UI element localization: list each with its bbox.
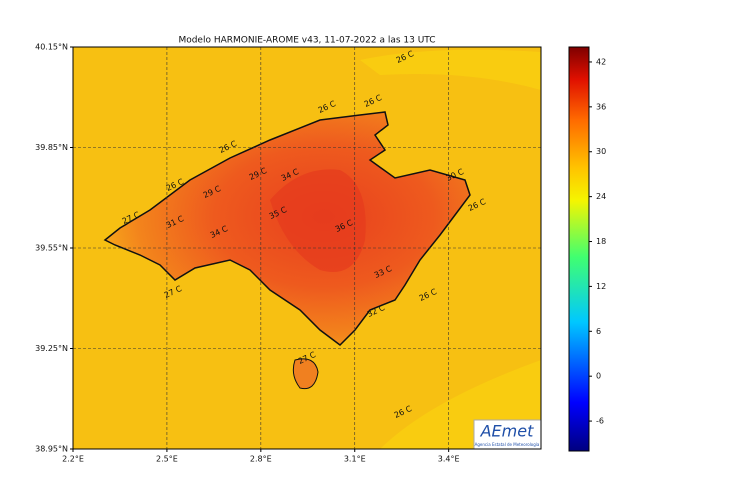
logo-name: AEmet	[480, 422, 534, 441]
colorbar-tick-label: 42	[596, 57, 606, 66]
colorbar-tick-label: -6	[596, 417, 604, 426]
colorbar-tick-label: 36	[596, 102, 606, 111]
island-cabrera	[292, 358, 319, 390]
lon-tick-label: 3.1°E	[344, 455, 366, 464]
cool-zone	[360, 49, 541, 90]
lon-tick-label: 2.5°E	[156, 455, 178, 464]
lat-tick-label: 38.95°N	[35, 445, 68, 454]
lat-tick-label: 39.25°N	[35, 344, 68, 353]
colorbar-tick-label: 18	[596, 237, 606, 246]
logo-box	[473, 419, 541, 449]
colorbar-tick-label: 12	[596, 282, 606, 291]
colorbar	[568, 46, 590, 452]
colorbar-tick-label: 6	[596, 327, 601, 336]
colorbar-tick-label: 0	[596, 372, 601, 381]
lon-tick-label: 2.8°E	[250, 455, 272, 464]
colorbar-tick-label: 30	[596, 147, 606, 156]
map-title: Modelo HARMONIE-AROME v43, 11-07-2022 a …	[178, 36, 435, 46]
hot-core	[270, 169, 366, 272]
lat-tick-label: 39.85°N	[35, 143, 68, 152]
colorbar-tick-label: 24	[596, 192, 606, 201]
logo-subtitle: Agencia Estatal de Meteorología	[475, 442, 540, 447]
lon-tick-label: 2.2°E	[62, 455, 84, 464]
lat-tick-label: 39.55°N	[35, 244, 68, 253]
map-area: 26 C26 C 26 C26 C26 C 29 C29 C 34 C 30 C26 C…	[73, 47, 541, 449]
lat-tick-label: 40.15°N	[35, 43, 68, 52]
lon-tick-label: 3.4°E	[438, 455, 460, 464]
